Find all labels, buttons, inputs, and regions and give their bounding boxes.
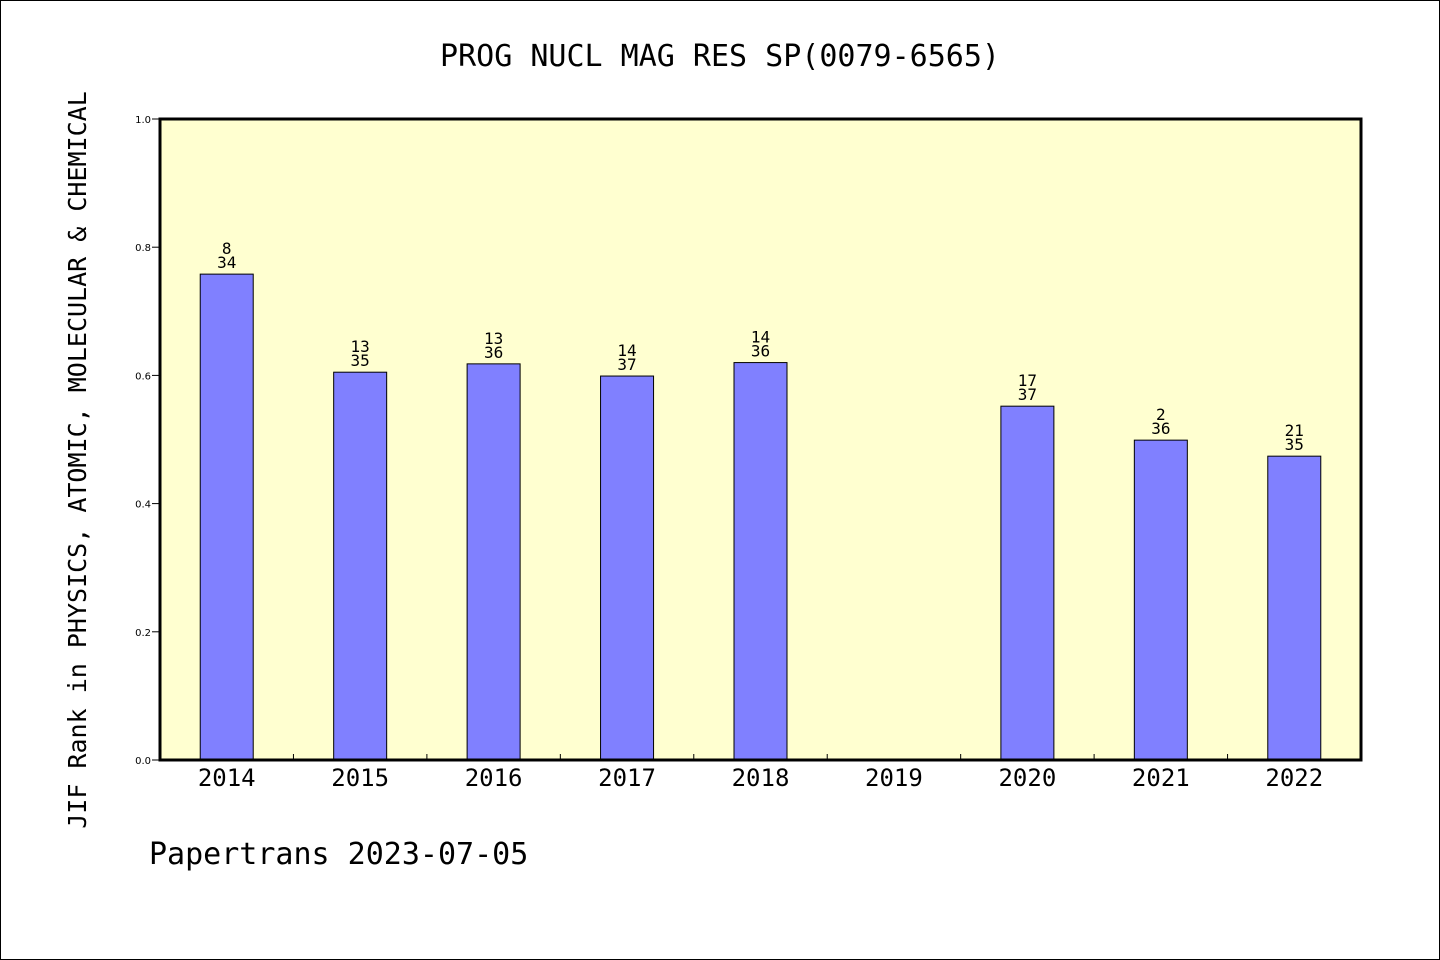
- bar-label-rank-2018: 14: [751, 328, 770, 347]
- x-tick-label-2014: 2014: [198, 764, 256, 792]
- bar-2018: [733, 362, 788, 761]
- chart-title: PROG NUCL MAG RES SP(0079-6565): [440, 39, 1000, 74]
- footer-credit: Papertrans 2023-07-05: [149, 837, 528, 872]
- bar-label-rank-2017: 14: [617, 341, 636, 360]
- x-tick-label-2022: 2022: [1265, 764, 1323, 792]
- bar-2021: [1133, 439, 1188, 761]
- x-tick-label-2021: 2021: [1132, 764, 1190, 792]
- bar-label-rank-2014: 8: [222, 239, 232, 258]
- x-tick-label-2017: 2017: [598, 764, 656, 792]
- y-tick-label: 0.2: [135, 628, 151, 639]
- x-tick-label-2016: 2016: [465, 764, 523, 792]
- axes-layer: 2014 2015 2016 2017 2018 2019 2020 2021 2022 0.0 0…: [135, 115, 1323, 792]
- bar-label-total-2021: 36: [1151, 419, 1170, 438]
- bar-label-rank-2015: 13: [351, 337, 370, 356]
- bar-2014: [199, 273, 254, 761]
- bar-2022: [1267, 455, 1322, 761]
- y-tick-label: 0.0: [135, 756, 151, 767]
- x-tick-label-2018: 2018: [732, 764, 790, 792]
- y-tick-label: 0.4: [135, 500, 151, 511]
- y-axis-label: JIF Rank in PHYSICS, ATOMIC, MOLECULAR &…: [63, 91, 92, 829]
- bars-layer: [199, 273, 1322, 761]
- bar-label-total-2018: 36: [751, 342, 770, 361]
- bar-label-total-2014: 34: [217, 253, 236, 272]
- y-tick-label: 0.6: [135, 371, 151, 382]
- plot-border: [158, 117, 1363, 762]
- x-tick-label-2015: 2015: [331, 764, 389, 792]
- bar-label-total-2022: 35: [1285, 435, 1304, 454]
- bar-2017: [600, 375, 655, 761]
- y-tick-label: 1.0: [135, 115, 151, 126]
- x-tick-label-2020: 2020: [998, 764, 1056, 792]
- bar-label-rank-2016: 13: [484, 329, 503, 348]
- bar-label-total-2020: 37: [1018, 385, 1037, 404]
- bar-label-rank-2021: 2: [1156, 405, 1166, 424]
- bar-label-rank-2020: 17: [1018, 371, 1037, 390]
- x-tick-label-2019: 2019: [865, 764, 923, 792]
- bar-label-rank-2022: 21: [1285, 421, 1304, 440]
- bar-label-total-2015: 35: [351, 351, 370, 370]
- y-tick-label: 0.8: [135, 243, 151, 254]
- bar-label-total-2017: 37: [617, 355, 636, 374]
- bar-2015: [333, 371, 388, 761]
- bar-2016: [466, 363, 521, 761]
- bar-label-total-2016: 36: [484, 343, 503, 362]
- bar-2020: [1000, 405, 1055, 761]
